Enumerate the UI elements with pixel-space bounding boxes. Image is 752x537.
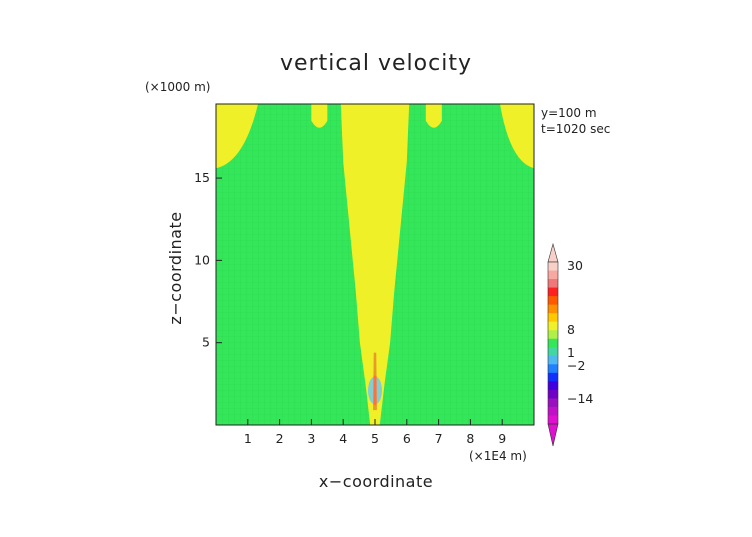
colorbar-label: 30 — [567, 258, 583, 273]
colorbar-swatch — [548, 372, 558, 382]
top-corner-lobe-right — [500, 104, 534, 169]
x-unit-label: (×1E4 m) — [469, 449, 527, 463]
annotation-y: y=100 m — [541, 106, 597, 120]
colorbar-swatch — [548, 364, 558, 374]
colorbar-swatch — [548, 381, 558, 391]
top-small-lobe-2 — [425, 104, 442, 128]
colorbar-swatch — [548, 262, 558, 272]
y-tick-label: 10 — [194, 252, 210, 267]
colorbar-frame — [547, 261, 559, 425]
colorbar-swatch — [548, 270, 558, 280]
x-tick-label: 3 — [307, 431, 315, 446]
colorbar-label: −14 — [567, 391, 593, 406]
x-tick-label: 4 — [339, 431, 347, 446]
central-updraft-plume — [340, 104, 410, 425]
plot-area — [216, 104, 534, 425]
colorbar-swatch — [548, 330, 558, 340]
core-red-streak — [373, 375, 377, 406]
colorbar-swatch — [548, 296, 558, 306]
y-tick-label: 15 — [194, 170, 210, 185]
colorbar-swatch — [548, 304, 558, 314]
colorbar-label: −2 — [567, 358, 585, 373]
colorbar-top-arrow — [547, 242, 559, 263]
y-axis-label: z−coordinate — [166, 211, 185, 324]
colorbar-swatch — [548, 287, 558, 297]
x-axis: 1 2 3 4 5 6 7 8 9 — [244, 419, 506, 446]
colorbar-swatch — [548, 321, 558, 331]
x-tick-label: 9 — [498, 431, 506, 446]
x-tick-label: 1 — [244, 431, 252, 446]
colorbar-label: 1 — [567, 345, 575, 360]
x-tick-label: 7 — [435, 431, 443, 446]
x-tick-label: 2 — [276, 431, 284, 446]
chart-title: vertical velocity — [280, 51, 472, 76]
x-tick-label: 6 — [403, 431, 411, 446]
y-axis: 5 10 15 — [194, 170, 222, 350]
y-tick-label: 5 — [202, 335, 210, 350]
colorbar-swatch — [548, 389, 558, 399]
top-corner-lobe-left — [216, 104, 258, 169]
colorbar: 30 8 1−2 −14 — [547, 242, 593, 447]
colorbar-swatch — [548, 313, 558, 323]
colorbar-swatch — [548, 406, 558, 416]
colorbar-swatch — [548, 347, 558, 357]
colorbar-bottom-arrow — [547, 423, 559, 447]
colorbar-swatch — [548, 279, 558, 289]
colorbar-label: 8 — [567, 322, 575, 337]
colorbar-swatch — [548, 415, 558, 425]
x-tick-label: 8 — [466, 431, 474, 446]
y-unit-label: (×1000 m) — [145, 80, 210, 94]
colorbar-swatch — [548, 398, 558, 408]
colorbar-swatch — [548, 338, 558, 348]
top-small-lobe-1 — [311, 104, 328, 128]
x-axis-label: x−coordinate — [319, 472, 433, 491]
colorbar-swatch — [548, 355, 558, 365]
annotation-t: t=1020 sec — [541, 122, 610, 136]
x-tick-label: 5 — [371, 431, 379, 446]
